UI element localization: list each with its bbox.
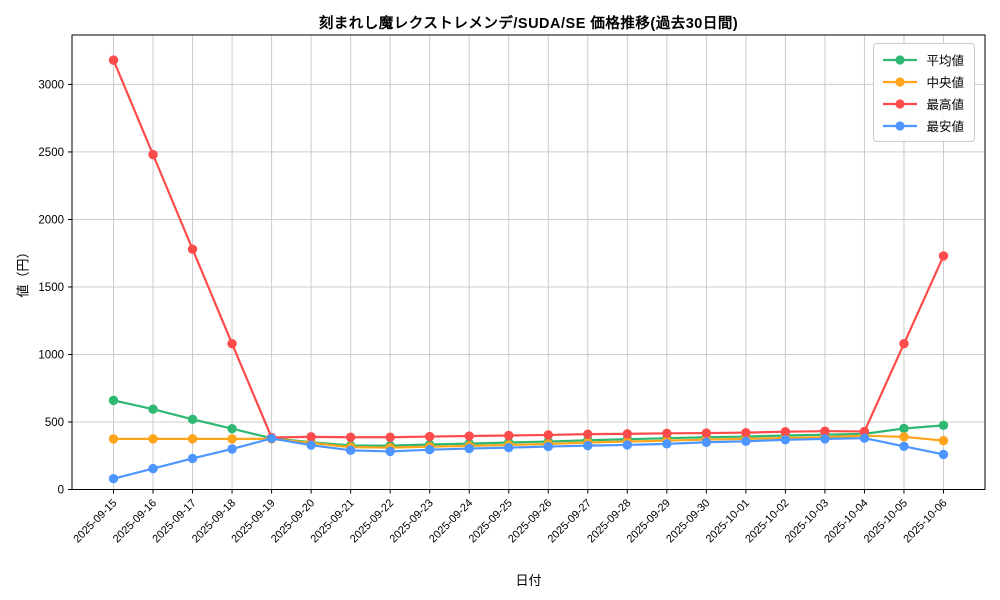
legend-label-max: 最高値: [926, 98, 964, 112]
point-min-17: [780, 435, 791, 445]
legend-marker-median: [883, 76, 918, 87]
series-line-mean: [113, 399, 944, 447]
point-max-10: [504, 430, 514, 441]
legend: 平均値 中央値 最高値 最安値: [873, 43, 975, 142]
point-mean-20: [899, 423, 909, 434]
series-line-max: [112, 59, 945, 439]
point-median-1: [148, 434, 158, 444]
point-max-2: [187, 244, 198, 254]
point-median-2: [187, 434, 198, 444]
point-min-14: [662, 439, 672, 449]
point-min-11: [543, 441, 553, 452]
point-max-19: [859, 426, 870, 437]
y-tick-label-2500: 2500: [38, 147, 64, 159]
point-max-14: [662, 428, 672, 439]
point-min-18: [820, 434, 830, 444]
point-min-15: [701, 437, 712, 447]
point-max-6: [345, 432, 356, 442]
point-max-8: [424, 431, 435, 442]
point-min-7: [385, 446, 395, 457]
legend-dot-median: [895, 76, 906, 87]
legend-marker-max: [883, 98, 918, 109]
point-median-0: [108, 434, 119, 444]
point-min-19: [859, 433, 870, 443]
y-tick-label-0: 0: [58, 485, 64, 497]
point-max-18: [820, 426, 830, 436]
point-min-1: [148, 463, 158, 474]
series-line-median: [113, 434, 944, 449]
y-tick-label-2000: 2000: [38, 214, 64, 226]
point-median-20: [899, 432, 909, 442]
legend-item-median: 中央値: [882, 72, 964, 91]
legend-marker-min: [883, 120, 918, 131]
plot-border: [71, 34, 986, 490]
y-axis-label: 値（円）: [15, 245, 31, 298]
point-max-3: [227, 338, 237, 349]
y-tick-label-500: 500: [45, 417, 64, 429]
point-max-16: [741, 427, 751, 438]
point-min-10: [504, 442, 514, 453]
legend-label-mean: 平均値: [926, 54, 964, 68]
point-mean-1: [148, 404, 158, 414]
x-axis-label: 日付: [515, 573, 542, 588]
point-min-20: [899, 441, 909, 451]
point-min-3: [227, 444, 237, 454]
legend-label-median: 中央値: [926, 76, 964, 90]
point-median-21: [938, 435, 949, 446]
point-min-13: [622, 440, 633, 450]
legend-dot-max: [895, 98, 906, 109]
point-min-4: [266, 433, 277, 444]
legend-item-max: 最高値: [882, 94, 964, 113]
chart-title: 刻まれし魔レクストレメンデ/SUDA/SE 価格推移(過去30日間): [318, 16, 739, 32]
point-max-21: [938, 251, 949, 261]
point-min-6: [345, 445, 356, 456]
legend-label-min: 最安値: [926, 120, 964, 134]
legend-dot-min: [895, 120, 906, 131]
point-min-5: [306, 440, 316, 450]
point-min-21: [938, 449, 949, 460]
legend-item-min: 最安値: [882, 116, 964, 135]
point-median-3: [227, 434, 237, 444]
point-max-12: [583, 429, 593, 439]
point-max-7: [385, 432, 395, 442]
legend-item-mean: 平均値: [882, 50, 964, 69]
point-max-0: [108, 55, 119, 65]
point-max-15: [701, 428, 712, 438]
point-min-9: [464, 443, 474, 454]
series-line-min: [113, 437, 944, 480]
point-min-2: [187, 453, 198, 464]
point-mean-3: [227, 424, 237, 434]
legend-marker-mean: [883, 54, 918, 65]
point-max-20: [899, 338, 909, 349]
y-tick-label-3000: 3000: [38, 79, 64, 91]
point-min-0: [108, 473, 119, 484]
point-max-13: [622, 429, 633, 439]
point-max-11: [543, 430, 553, 440]
point-max-1: [148, 149, 158, 160]
point-max-9: [464, 431, 474, 441]
point-max-17: [780, 427, 791, 437]
point-mean-0: [108, 395, 119, 406]
point-min-8: [424, 444, 435, 455]
legend-dot-mean: [895, 54, 906, 65]
y-tick-label-1000: 1000: [38, 349, 64, 361]
point-mean-21: [938, 420, 949, 431]
y-tick-label-1500: 1500: [38, 282, 64, 294]
point-min-16: [741, 436, 751, 446]
point-max-5: [306, 432, 316, 442]
point-min-12: [583, 440, 593, 451]
point-mean-2: [187, 414, 198, 424]
